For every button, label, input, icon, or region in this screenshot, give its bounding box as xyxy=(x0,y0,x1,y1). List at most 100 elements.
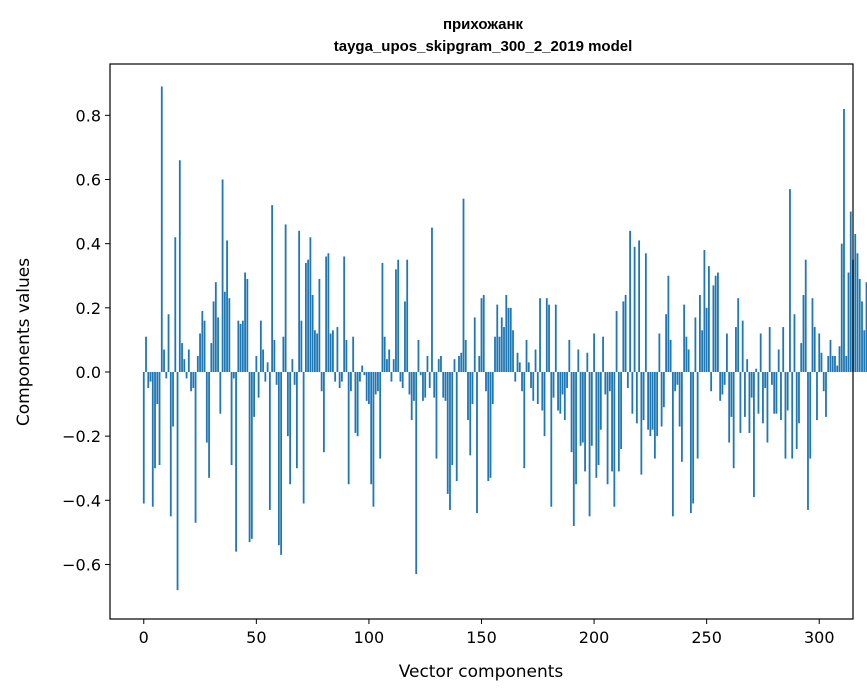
bar xyxy=(239,323,242,372)
bar xyxy=(809,371,812,459)
bar xyxy=(505,294,508,372)
bar xyxy=(289,371,292,485)
bar xyxy=(372,371,375,507)
bar xyxy=(424,371,427,398)
bar xyxy=(559,371,562,414)
bar xyxy=(588,371,591,517)
bar xyxy=(485,371,487,392)
bar xyxy=(363,371,366,376)
y-tick-label: 0.4 xyxy=(76,235,101,254)
bar xyxy=(818,333,821,372)
bar xyxy=(174,237,177,372)
bar xyxy=(717,272,719,372)
bar xyxy=(235,371,237,552)
bar xyxy=(160,86,163,372)
bar xyxy=(714,275,717,372)
bar xyxy=(642,371,645,421)
bar xyxy=(597,371,600,466)
bar xyxy=(563,371,566,421)
bar xyxy=(158,371,161,466)
bar xyxy=(208,371,210,478)
bar xyxy=(377,371,379,392)
bar xyxy=(737,298,740,372)
bar xyxy=(451,371,454,466)
x-tick-label: 150 xyxy=(466,628,497,647)
bar xyxy=(241,320,244,372)
bar xyxy=(199,333,201,372)
x-axis-ticks: 0 50 100 150 200 250 300 xyxy=(139,619,835,647)
bar xyxy=(397,259,400,372)
bar xyxy=(217,317,219,372)
y-tick-label: −0.6 xyxy=(62,555,101,574)
bar xyxy=(212,301,215,372)
bar xyxy=(550,371,553,507)
bar xyxy=(622,301,625,372)
bar xyxy=(151,371,154,507)
bar xyxy=(849,211,852,372)
bar xyxy=(453,359,456,372)
bar xyxy=(669,339,672,372)
bar xyxy=(764,371,767,389)
bar xyxy=(834,355,836,372)
bar xyxy=(858,278,861,372)
bar xyxy=(699,294,701,372)
bar xyxy=(428,371,431,389)
bar xyxy=(415,371,418,575)
bar xyxy=(696,371,699,459)
bar xyxy=(552,371,555,398)
bar xyxy=(327,253,330,372)
bar xyxy=(516,352,519,372)
bar xyxy=(662,371,665,408)
chart-title: прихожанк xyxy=(443,16,524,33)
bar xyxy=(494,336,496,372)
bar xyxy=(586,352,589,372)
bar xyxy=(683,304,686,372)
bar xyxy=(602,336,604,372)
bar xyxy=(192,371,195,389)
bar xyxy=(615,311,618,372)
bar xyxy=(786,371,789,411)
bar xyxy=(264,371,267,382)
x-tick-label: 200 xyxy=(579,628,610,647)
bar xyxy=(280,371,283,555)
bar xyxy=(816,371,818,421)
bar xyxy=(521,371,523,392)
bar xyxy=(201,311,204,372)
bar xyxy=(759,333,762,372)
bar xyxy=(259,320,262,372)
bar xyxy=(334,371,337,382)
bar xyxy=(719,371,722,401)
bar xyxy=(361,365,364,372)
bar xyxy=(374,371,377,395)
bar xyxy=(386,359,388,372)
bar xyxy=(392,359,395,372)
bar xyxy=(784,371,787,459)
bar-series xyxy=(142,86,867,591)
bar xyxy=(417,339,420,372)
bar xyxy=(843,108,845,372)
bar xyxy=(354,371,357,433)
bar xyxy=(460,352,463,372)
bar xyxy=(442,371,445,398)
bar xyxy=(735,327,737,372)
y-tick-label: 0.0 xyxy=(76,363,101,382)
bar xyxy=(631,371,634,414)
bar xyxy=(271,205,274,372)
bar xyxy=(854,234,857,372)
bar xyxy=(172,371,174,427)
bar xyxy=(478,355,481,372)
bar xyxy=(329,333,332,372)
bar xyxy=(782,327,785,372)
bar xyxy=(503,327,505,372)
bar xyxy=(284,224,287,372)
bar xyxy=(798,371,800,424)
bar xyxy=(726,333,728,372)
bar xyxy=(703,250,706,372)
bar xyxy=(584,371,586,472)
bar xyxy=(647,371,650,430)
bar xyxy=(566,371,568,389)
bar xyxy=(807,371,809,510)
bar xyxy=(847,272,850,372)
bar xyxy=(359,371,361,382)
y-tick-label: 0.2 xyxy=(76,299,101,318)
